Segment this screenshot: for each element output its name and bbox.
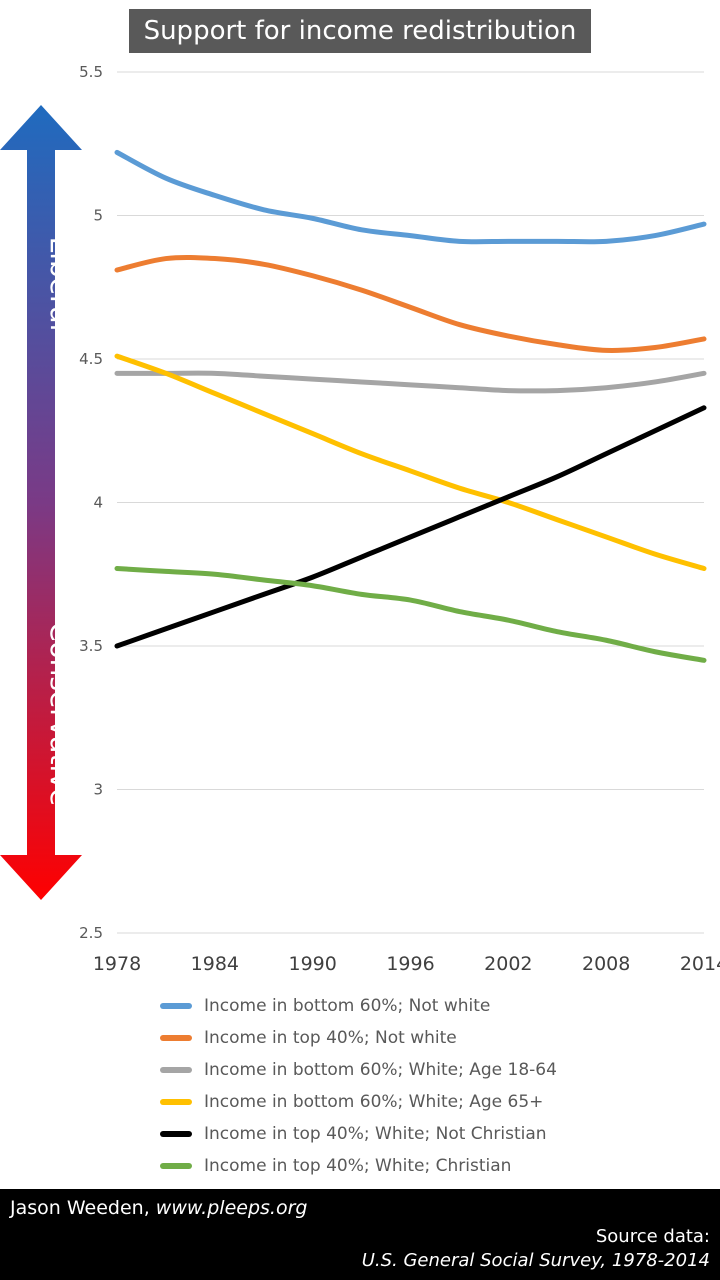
liberal-label: Liberal	[44, 237, 77, 332]
legend-swatch	[160, 1099, 192, 1105]
author-name: Jason Weeden,	[10, 1197, 156, 1219]
series-line-4	[114, 353, 707, 572]
y-tick-label: 4	[93, 494, 103, 512]
legend-item-4: Income in bottom 60%; White; Age 65+	[160, 1086, 557, 1118]
x-tick-label: 1996	[386, 953, 434, 975]
chart-title: Support for income redistribution	[129, 9, 591, 53]
series-line-2	[114, 254, 707, 353]
y-tick-label: 5.5	[79, 63, 103, 81]
x-tick-label: 2014	[680, 953, 720, 975]
x-tick-label: 1984	[191, 953, 239, 975]
author-site-link[interactable]: www.pleeps.org	[155, 1197, 308, 1219]
y-tick-label: 3.5	[79, 637, 103, 655]
legend-label: Income in bottom 60%; White; Age 18-64	[204, 1060, 557, 1080]
series-line-5	[114, 405, 707, 649]
footer: Jason Weeden, www.pleeps.org Source data…	[0, 1189, 720, 1280]
conservative-label: Conservative	[44, 622, 77, 806]
liberal-conservative-arrow: Liberal Conservative	[0, 105, 82, 900]
x-tick-label: 1990	[288, 953, 336, 975]
source-text: U.S. General Social Survey, 1978-2014	[361, 1250, 710, 1271]
series-line-1	[114, 149, 707, 245]
legend-item-6: Income in top 40%; White; Christian	[160, 1150, 557, 1182]
x-tick-label: 2008	[582, 953, 630, 975]
series-lines	[114, 149, 707, 663]
legend-swatch	[160, 1035, 192, 1041]
y-axis-ticks: 2.5 3 3.5 4 4.5 5 5.5	[79, 63, 103, 942]
legend-label: Income in bottom 60%; White; Age 65+	[204, 1092, 544, 1112]
x-axis-ticks: 1978 1984 1990 1996 2002 2008 2014	[93, 953, 720, 975]
legend-swatch	[160, 1067, 192, 1073]
legend-swatch	[160, 1003, 192, 1009]
author-credit: Jason Weeden, www.pleeps.org	[10, 1197, 307, 1219]
legend-swatch	[160, 1131, 192, 1137]
y-tick-label: 2.5	[79, 924, 103, 942]
x-tick-label: 2002	[484, 953, 532, 975]
legend-label: Income in top 40%; White; Christian	[204, 1156, 512, 1176]
legend-item-3: Income in bottom 60%; White; Age 18-64	[160, 1054, 557, 1086]
series-line-6	[114, 566, 707, 663]
y-tick-label: 5	[93, 207, 103, 225]
legend-item-2: Income in top 40%; Not white	[160, 1022, 557, 1054]
legend-label: Income in top 40%; White; Not Christian	[204, 1124, 547, 1144]
source-label: Source data:	[595, 1226, 710, 1247]
double-arrow-shape	[0, 105, 82, 900]
legend-swatch	[160, 1163, 192, 1169]
y-tick-label: 4.5	[79, 350, 103, 368]
line-chart: Liberal Conservative 2.5 3 3.5 4 4.5 5 5.5 197…	[0, 63, 720, 975]
legend: Income in bottom 60%; Not white Income in…	[160, 990, 557, 1182]
y-tick-label: 3	[93, 781, 103, 799]
gridlines	[117, 71, 704, 934]
legend-item-5: Income in top 40%; White; Not Christian	[160, 1118, 557, 1150]
legend-label: Income in top 40%; Not white	[204, 1028, 457, 1048]
series-line-3	[114, 370, 707, 394]
legend-label: Income in bottom 60%; Not white	[204, 996, 491, 1016]
legend-item-1: Income in bottom 60%; Not white	[160, 990, 557, 1022]
x-tick-label: 1978	[93, 953, 141, 975]
